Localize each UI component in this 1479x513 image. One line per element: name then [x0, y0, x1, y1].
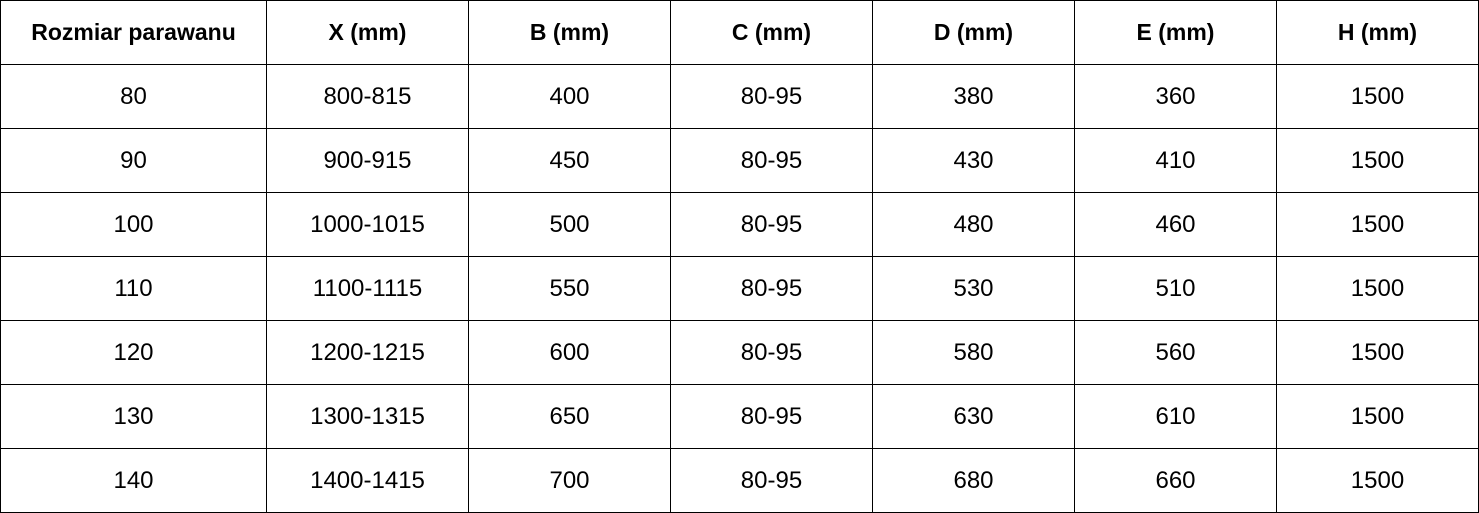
table-cell: 1500 — [1276, 64, 1479, 129]
table-cell: 550 — [468, 256, 671, 321]
table-cell: 360 — [1074, 64, 1277, 129]
table-cell: 530 — [872, 256, 1075, 321]
table-body: 80 800-815 400 80-95 380 360 1500 90 900-915 450 8… — [0, 64, 1479, 513]
table-cell: 100 — [0, 192, 267, 257]
table-cell: 80-95 — [670, 128, 873, 193]
table-cell: 600 — [468, 320, 671, 385]
table-cell: 800-815 — [266, 64, 469, 129]
table-cell: 1400-1415 — [266, 448, 469, 513]
table-cell: 610 — [1074, 384, 1277, 449]
table-row: 110 1100-1115 550 80-95 530 510 1500 — [0, 256, 1479, 321]
table-cell: 80 — [0, 64, 267, 129]
table-cell: 680 — [872, 448, 1075, 513]
table-cell: 500 — [468, 192, 671, 257]
table-cell: 460 — [1074, 192, 1277, 257]
table-cell: 400 — [468, 64, 671, 129]
header-row: Rozmiar parawanu X (mm) B (mm) C (mm) D (mm)… — [0, 0, 1479, 65]
column-header: C (mm) — [670, 0, 873, 65]
column-header: D (mm) — [872, 0, 1075, 65]
table-cell: 80-95 — [670, 320, 873, 385]
table-row: 80 800-815 400 80-95 380 360 1500 — [0, 64, 1479, 129]
table-row: 100 1000-1015 500 80-95 480 460 1500 — [0, 192, 1479, 257]
table-cell: 80-95 — [670, 256, 873, 321]
table-cell: 1500 — [1276, 448, 1479, 513]
table-cell: 510 — [1074, 256, 1277, 321]
table-cell: 1500 — [1276, 320, 1479, 385]
table-cell: 650 — [468, 384, 671, 449]
column-header: B (mm) — [468, 0, 671, 65]
table-cell: 120 — [0, 320, 267, 385]
table-cell: 410 — [1074, 128, 1277, 193]
table-cell: 560 — [1074, 320, 1277, 385]
table-cell: 450 — [468, 128, 671, 193]
table-cell: 1300-1315 — [266, 384, 469, 449]
table-cell: 900-915 — [266, 128, 469, 193]
table-cell: 140 — [0, 448, 267, 513]
table-cell: 1500 — [1276, 384, 1479, 449]
table-row: 90 900-915 450 80-95 430 410 1500 — [0, 128, 1479, 193]
table-row: 140 1400-1415 700 80-95 680 660 1500 — [0, 448, 1479, 513]
table-cell: 80-95 — [670, 192, 873, 257]
column-header: X (mm) — [266, 0, 469, 65]
table-cell: 1500 — [1276, 192, 1479, 257]
column-header: Rozmiar parawanu — [0, 0, 267, 65]
table-row: 120 1200-1215 600 80-95 580 560 1500 — [0, 320, 1479, 385]
table-cell: 130 — [0, 384, 267, 449]
table-cell: 80-95 — [670, 448, 873, 513]
table-cell: 80-95 — [670, 384, 873, 449]
column-header: E (mm) — [1074, 0, 1277, 65]
table-row: 130 1300-1315 650 80-95 630 610 1500 — [0, 384, 1479, 449]
table-cell: 380 — [872, 64, 1075, 129]
table-cell: 1200-1215 — [266, 320, 469, 385]
table-cell: 80-95 — [670, 64, 873, 129]
table-cell: 110 — [0, 256, 267, 321]
table-cell: 660 — [1074, 448, 1277, 513]
table-cell: 90 — [0, 128, 267, 193]
table-cell: 480 — [872, 192, 1075, 257]
column-header: H (mm) — [1276, 0, 1479, 65]
table-cell: 1100-1115 — [266, 256, 469, 321]
table-cell: 1500 — [1276, 256, 1479, 321]
table-cell: 430 — [872, 128, 1075, 193]
table-cell: 1000-1015 — [266, 192, 469, 257]
table-cell: 630 — [872, 384, 1075, 449]
table-cell: 700 — [468, 448, 671, 513]
table-cell: 1500 — [1276, 128, 1479, 193]
table-cell: 580 — [872, 320, 1075, 385]
